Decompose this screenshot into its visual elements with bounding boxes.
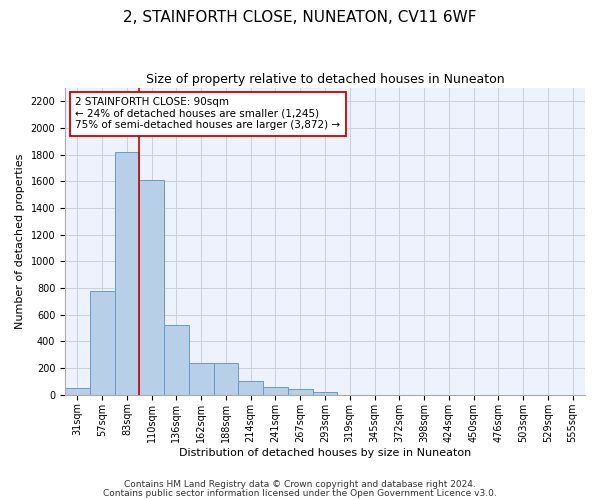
Title: Size of property relative to detached houses in Nuneaton: Size of property relative to detached ho… [146,72,505,86]
Text: 2, STAINFORTH CLOSE, NUNEATON, CV11 6WF: 2, STAINFORTH CLOSE, NUNEATON, CV11 6WF [123,10,477,25]
Bar [214,364,238,395]
X-axis label: Distribution of detached houses by size in Nuneaton: Distribution of detached houses by size … [179,448,471,458]
Bar [139,180,164,395]
Bar [115,152,139,395]
Y-axis label: Number of detached properties: Number of detached properties [15,154,25,329]
Bar [189,363,214,395]
Bar [238,381,263,395]
Text: 2 STAINFORTH CLOSE: 90sqm
← 24% of detached houses are smaller (1,245)
75% of se: 2 STAINFORTH CLOSE: 90sqm ← 24% of detac… [76,98,341,130]
Text: Contains HM Land Registry data © Crown copyright and database right 2024.: Contains HM Land Registry data © Crown c… [124,480,476,489]
Bar [263,388,288,395]
Bar [90,291,115,395]
Text: Contains public sector information licensed under the Open Government Licence v3: Contains public sector information licen… [103,489,497,498]
Bar [313,392,337,395]
Bar [288,390,313,395]
Bar [65,388,90,395]
Bar [164,326,189,395]
